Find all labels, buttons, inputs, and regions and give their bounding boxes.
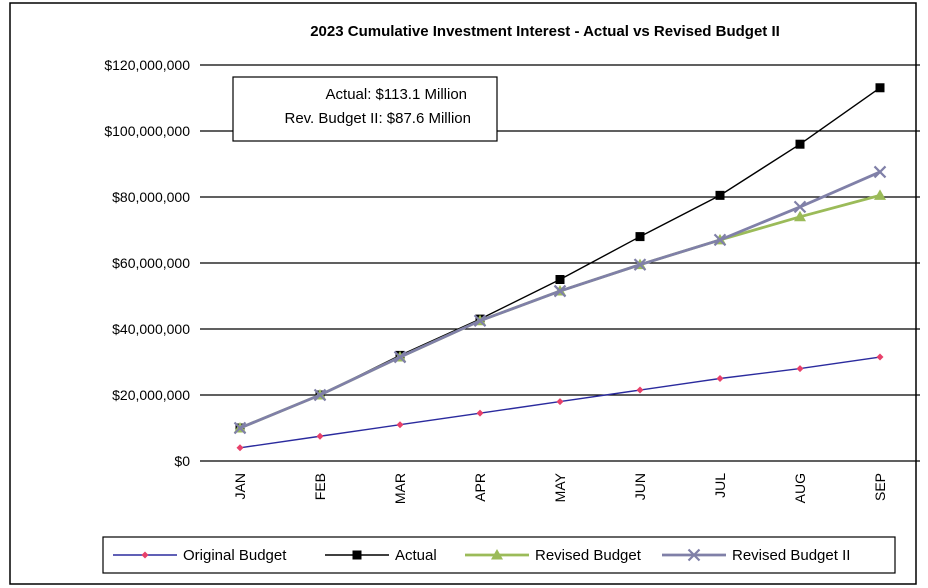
data-point-jan [233,421,247,435]
y-axis: $0 $20,000,000 $40,000,000 $60,000,000 $80,0… [104,57,190,469]
x-axis: JAN FEB MAR APR MAY JUN JUL AUG SEP [232,472,888,504]
data-point-jul [713,233,727,247]
data-point-feb [316,432,324,440]
legend: Original Budget Actual Revised Budget Revis… [102,536,896,574]
legend-label: Original Budget [183,547,287,564]
legend-entry: Original Budget [113,547,287,564]
data-point-sep [876,353,884,361]
marker-stroke [313,388,327,402]
data-point-jun [636,386,644,394]
legend-swatch-marker [491,549,503,560]
annotation-box: Actual: $113.1 Million Rev. Budget II: $… [232,76,498,142]
y-tick-label: $40,000,000 [112,321,190,337]
y-tick-label: $80,000,000 [112,189,190,205]
chart-title: 2023 Cumulative Investment Interest - Ac… [310,23,780,40]
series-original-budget [236,353,884,452]
x-tick-label: MAY [552,472,568,502]
series-revised-budget-ii [233,165,887,435]
y-tick-label: $0 [174,453,190,469]
y-tick-label: $100,000,000 [104,123,190,139]
legend-swatch-marker [141,551,149,559]
data-point-mar [396,421,404,429]
data-point-mar [393,350,407,364]
y-tick-label: $60,000,000 [112,255,190,271]
annotation-frame [232,76,498,142]
marker-stroke [473,314,487,328]
legend-label: Revised Budget [535,547,642,564]
marker-stroke [687,548,701,562]
marker-stroke [233,421,247,435]
legend-entry: Revised Budget II [662,547,850,564]
data-point-may [556,398,564,406]
data-point-aug [793,200,807,214]
x-tick-label: MAR [392,473,408,504]
marker-stroke [393,350,407,364]
x-tick-label: AUG [792,473,808,503]
legend-label: Revised Budget II [732,547,850,564]
y-tick-label: $20,000,000 [112,387,190,403]
data-point-aug [794,210,806,222]
data-point-feb [313,388,327,402]
marker-stroke [633,258,647,271]
data-point-sep [873,165,887,179]
marker-stroke [713,233,727,247]
marker-stroke [793,200,807,214]
data-point-jun [633,258,647,271]
annotation-line-actual: Actual: $113.1 Million [326,86,467,103]
x-tick-label: SEP [872,473,888,501]
annotation-line-rev-budget-ii: Rev. Budget II: $87.6 Million [285,110,472,127]
marker-stroke [873,165,887,179]
data-point-jun [635,232,645,242]
x-tick-label: APR [472,473,488,502]
legend-swatch-marker [687,548,701,562]
data-point-apr [473,314,487,328]
x-tick-label: JUN [632,473,648,500]
x-tick-label: JAN [232,473,248,499]
data-point-apr [476,409,484,417]
data-point-jul [716,375,724,382]
marker-stroke [553,284,567,298]
legend-entry: Revised Budget [465,547,642,564]
y-tick-label: $120,000,000 [104,57,190,73]
data-point-sep [874,189,886,200]
data-point-aug [795,139,805,149]
data-point-jan [236,444,244,452]
data-point-may [553,284,567,298]
legend-label: Actual [395,547,437,564]
data-point-jul [715,190,725,200]
x-tick-label: FEB [312,473,328,500]
x-tick-label: JUL [712,473,728,498]
legend-entry: Actual [325,547,437,564]
series-lines [233,83,887,452]
data-point-aug [796,365,804,373]
legend-swatch-marker [352,550,362,560]
data-point-sep [875,83,885,93]
data-point-may [555,275,565,284]
